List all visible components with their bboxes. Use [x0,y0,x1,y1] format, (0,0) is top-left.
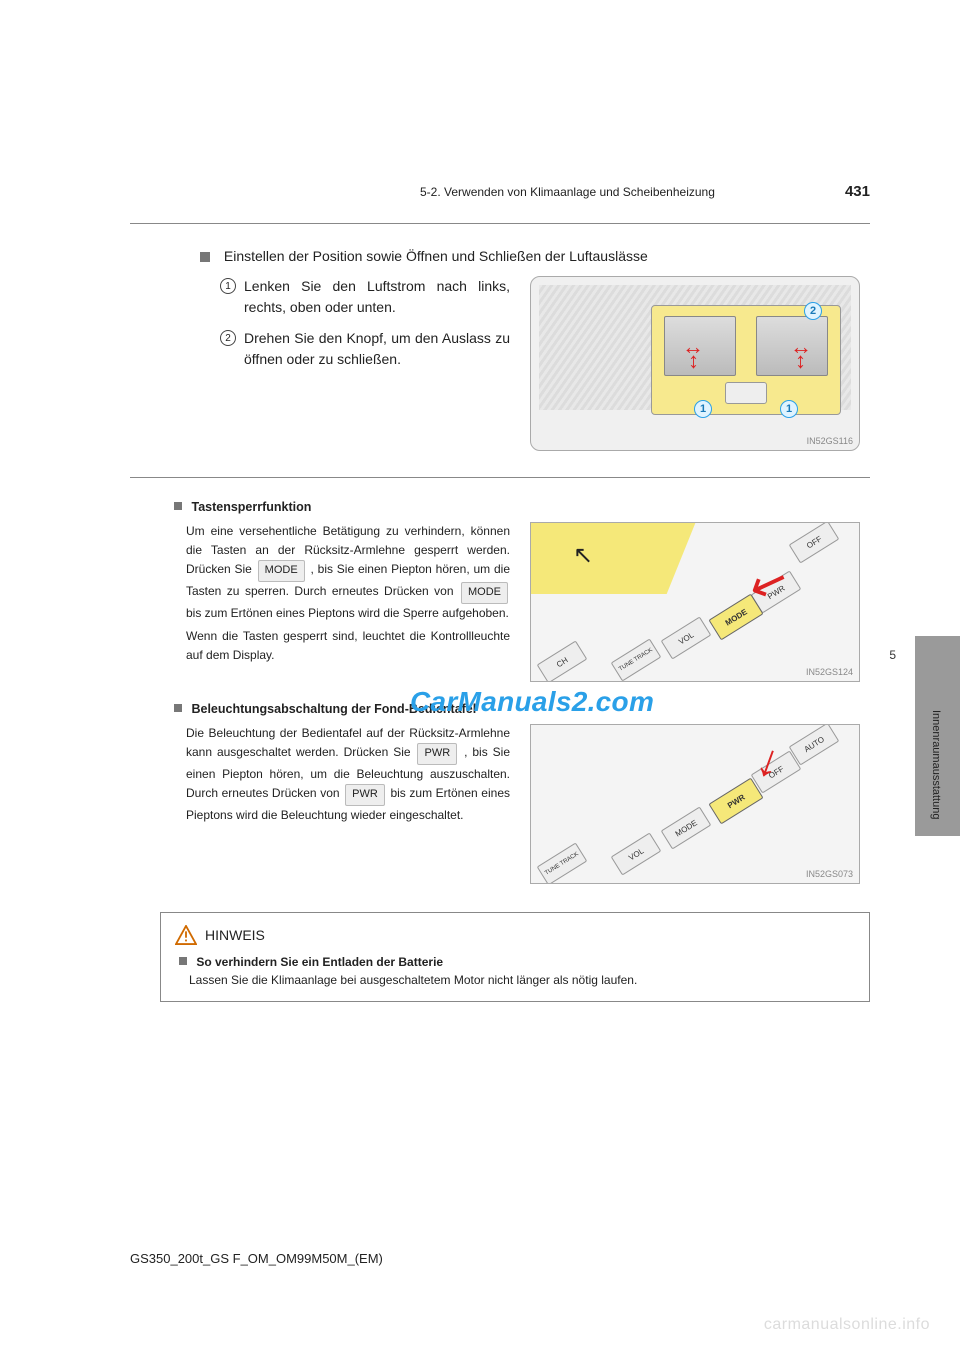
body-text: bis zum Ertönen eines Pieptons wird die … [186,606,509,620]
tune-button-icon: TUNE TRACK [611,638,662,681]
callout-label: 1 [780,400,798,418]
page-header: 5-2. Verwenden von Klimaanlage und Schei… [130,185,870,215]
auto-button-icon: AUTO [789,724,840,766]
control-panel-illustration: AUTO OFF PWR MODE VOL TUNE TRACK ↓ IN52G… [530,724,860,884]
item-number-icon: 2 [220,330,236,346]
pwr-key-label: PWR [345,784,385,806]
callout-label: 1 [694,400,712,418]
notice-body: Lassen Sie die Klimaanlage bei ausgescha… [189,973,855,987]
notice-label: HINWEIS [205,927,265,943]
off-button-icon: OFF [789,522,840,564]
mode-button-icon: MODE [661,806,712,849]
arrow-icon: ↕ [795,350,806,372]
callout-label: 2 [804,302,822,320]
chapter-number: 5 [889,648,896,662]
numbered-item: 2 Drehen Sie den Knopf, um den Auslass z… [220,328,510,370]
notice-box: HINWEIS So verhindern Sie ein Entladen d… [160,912,870,1002]
numbered-item: 1 Lenken Sie den Luftstrom nach links, r… [220,276,510,318]
ch-button-icon: CH [537,640,588,682]
footer-model-code: GS350_200t_GS F_OM_OM99M50M_(EM) [130,1251,383,1266]
vent-illustration: ↔ ↕ ↔ ↕ 2 1 1 IN52GS116 [530,276,860,451]
warning-icon [175,925,197,945]
bullet-square-icon [174,704,182,712]
subsection-title: Tastensperrfunktion [191,500,311,514]
body-text: Die Beleuchtung der Bedientafel auf der … [186,726,510,759]
item-text: Lenken Sie den Luftstrom nach links, rec… [244,276,510,318]
header-rule [130,223,870,224]
subsection-body: Um eine versehentliche Betätigung zu ver… [130,522,510,665]
section-heading: Einstellen der Position sowie Öffnen und… [200,248,870,264]
chapter-title-vertical: Innenraumausstattung [930,710,942,819]
arrow-icon: ↙ [744,554,796,610]
notice-sub-text: So verhindern Sie ein Entladen der Batte… [196,955,443,969]
bullet-square-icon [179,957,187,965]
section-path: 5-2. Verwenden von Klimaanlage und Schei… [420,185,715,199]
tune-button-icon: TUNE TRACK [537,842,588,884]
item-number-icon: 1 [220,278,236,294]
arrow-icon: ↕ [688,350,699,372]
bottom-brand-text: carmanualsonline.info [764,1316,930,1334]
pwr-button-icon: PWR [708,778,763,825]
vol-button-icon: VOL [611,832,662,875]
subsection-heading: Tastensperrfunktion [174,500,870,514]
divider-rule [130,477,870,478]
page-number: 431 [845,183,870,200]
section-heading-text: Einstellen der Position sowie Öffnen und… [224,248,648,264]
illustration-id: IN52GS116 [807,436,853,446]
subsection-title: Beleuchtungsabschaltung der Fond-Bedient… [191,702,476,716]
notice-subheading: So verhindern Sie ein Entladen der Batte… [179,955,855,969]
mode-key-label: MODE [258,560,305,582]
subsection-heading: Beleuchtungsabschaltung der Fond-Bedient… [174,702,870,716]
subsection-body: Die Beleuchtung der Bedientafel auf der … [130,724,510,825]
body-text: Wenn die Tasten gesperrt sind, leuchtet … [186,627,510,665]
illustration-id: IN52GS124 [806,667,853,677]
bullet-square-icon [200,252,210,262]
pwr-key-label: PWR [417,743,457,765]
bullet-square-icon [174,502,182,510]
mode-key-label: MODE [461,582,508,604]
illustration-id: IN52GS073 [806,869,853,879]
vol-button-icon: VOL [661,616,712,659]
item-text: Drehen Sie den Knopf, um den Auslass zu … [244,328,510,370]
control-panel-illustration: ↖ OFF PWR MODE VOL TUNE TRACK CH ↙ IN52G… [530,522,860,682]
